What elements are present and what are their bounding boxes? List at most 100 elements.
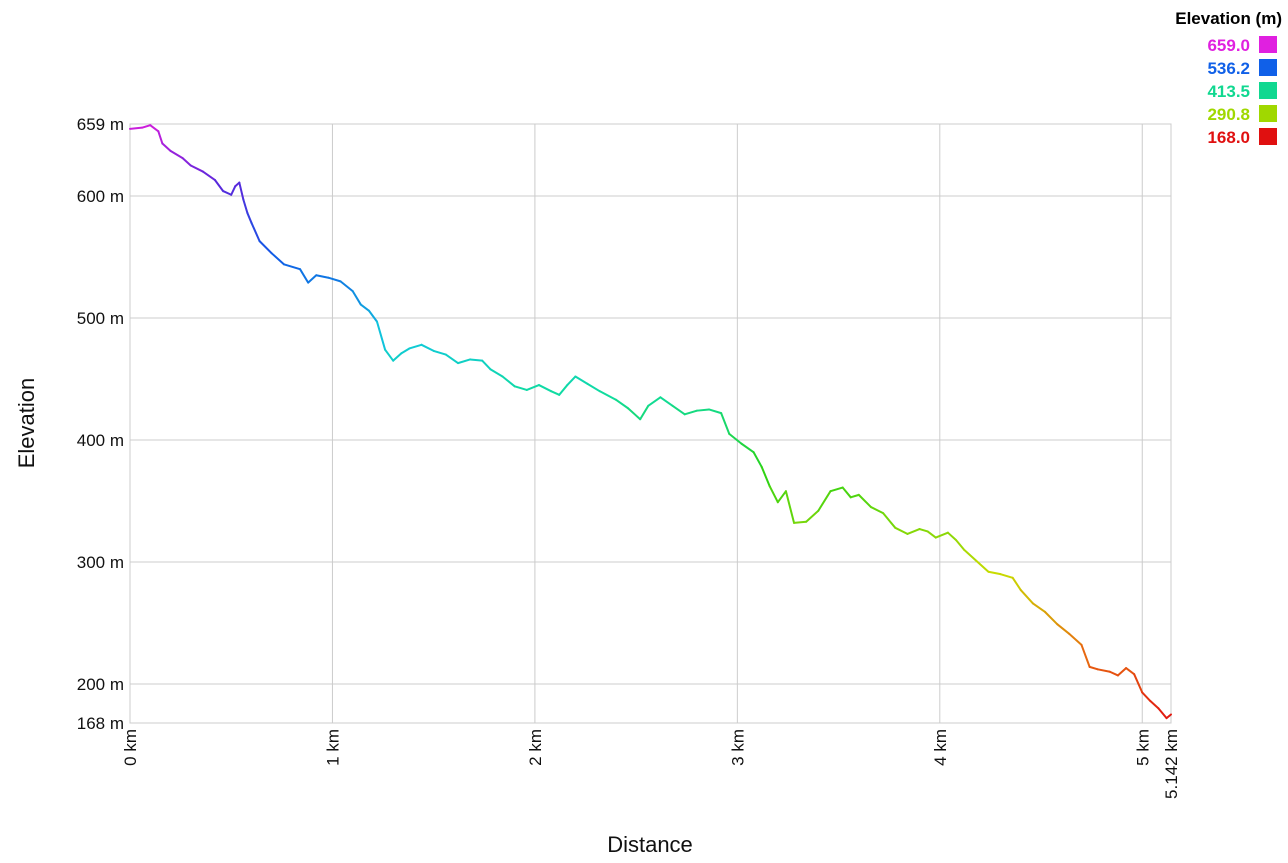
series-segment xyxy=(1031,602,1047,613)
series-segment xyxy=(558,384,569,396)
series-segment xyxy=(659,396,674,407)
series-segment xyxy=(776,490,787,504)
series-segment xyxy=(627,407,642,421)
plot-frame xyxy=(129,123,1172,724)
series-segment xyxy=(367,309,378,323)
y-tick-label: 200 m xyxy=(77,675,124,694)
series-segment xyxy=(550,390,561,396)
series-segment xyxy=(456,358,472,365)
series-segment xyxy=(238,181,245,201)
series-segment xyxy=(1116,667,1128,677)
y-tick-label: 500 m xyxy=(77,309,124,328)
series-segment xyxy=(339,280,354,293)
series-segment xyxy=(214,179,225,193)
x-tick-label: 3 km xyxy=(728,729,747,766)
legend-swatch xyxy=(1259,82,1277,99)
legend: Elevation (m) 659.0 536.2 413.5 290.8 168.0 xyxy=(1175,9,1282,147)
series-segment xyxy=(728,432,743,445)
y-tick-label: 400 m xyxy=(77,431,124,450)
series-segment xyxy=(1068,632,1083,646)
legend-entry-label: 168.0 xyxy=(1207,128,1250,147)
x-tick-label: 0 km xyxy=(121,729,140,766)
series-segment xyxy=(1165,713,1172,720)
series-segment xyxy=(740,442,755,454)
series-segment xyxy=(784,490,796,524)
series-segment xyxy=(829,486,844,493)
series-segment xyxy=(149,124,160,133)
series-segment xyxy=(420,343,435,352)
series-segment xyxy=(1056,623,1071,635)
series-segment xyxy=(201,170,217,182)
series-segment xyxy=(768,485,779,504)
series-segment xyxy=(566,375,577,387)
series-segment xyxy=(129,126,144,130)
series-segment xyxy=(574,375,589,385)
series-segment xyxy=(444,353,459,365)
series-segment xyxy=(169,149,184,160)
series-segment xyxy=(817,490,832,512)
series-segment xyxy=(639,404,650,421)
series-segment xyxy=(525,384,540,391)
series-segment xyxy=(270,252,285,266)
legend-entry-label: 659.0 xyxy=(1207,36,1250,55)
series-segment xyxy=(161,142,172,152)
series-segment xyxy=(926,530,937,539)
series-segment xyxy=(315,274,330,279)
series-segment xyxy=(849,493,860,499)
legend-swatch xyxy=(1259,105,1277,122)
series-segment xyxy=(869,506,885,515)
series-segment xyxy=(375,320,387,351)
series-segment xyxy=(400,347,411,355)
elevation-series xyxy=(129,124,1172,720)
x-axis-ticks: 0 km 1 km 2 km 3 km 4 km 5 km 5.142 km xyxy=(121,729,1181,799)
series-segment xyxy=(469,358,484,362)
legend-swatch xyxy=(1259,59,1277,76)
x-tick-label: 4 km xyxy=(931,729,950,766)
series-segment xyxy=(501,375,516,388)
series-segment xyxy=(954,539,966,551)
series-segment xyxy=(1044,610,1059,626)
series-segment xyxy=(250,221,261,243)
series-segment xyxy=(1141,691,1152,703)
y-tick-label: 659 m xyxy=(77,115,124,134)
series-segment xyxy=(1096,668,1111,673)
series-segment xyxy=(1149,700,1160,710)
series-segment xyxy=(327,276,342,283)
series-segment xyxy=(481,359,492,371)
series-segment xyxy=(282,263,302,271)
series-segment xyxy=(1133,673,1144,694)
series-segment xyxy=(857,493,872,509)
grid xyxy=(129,123,1172,724)
series-segment xyxy=(537,384,553,393)
series-segment xyxy=(359,303,370,312)
series-segment xyxy=(793,520,808,524)
y-tick-label: 300 m xyxy=(77,553,124,572)
series-segment xyxy=(695,408,711,412)
series-segment xyxy=(614,398,630,410)
series-segment xyxy=(647,396,662,407)
x-tick-label: 5.142 km xyxy=(1162,729,1181,799)
series-segment xyxy=(181,157,192,167)
series-segment xyxy=(384,348,395,362)
series-segment xyxy=(720,412,731,435)
series-segment xyxy=(1019,589,1034,605)
y-axis-ticks: 168 m 200 m 300 m 400 m 500 m 600 m 659 m xyxy=(77,115,124,733)
series-segment xyxy=(841,486,852,499)
series-segment xyxy=(408,343,423,350)
series-segment xyxy=(258,240,273,255)
legend-swatch xyxy=(1259,36,1277,53)
series-segment xyxy=(805,509,820,523)
y-tick-label: 600 m xyxy=(77,187,124,206)
series-segment xyxy=(760,465,771,488)
series-segment xyxy=(963,548,978,562)
series-segment xyxy=(1088,665,1099,671)
series-segment xyxy=(598,390,617,401)
series-segment xyxy=(752,451,763,468)
legend-entry-label: 413.5 xyxy=(1207,82,1250,101)
series-segment xyxy=(141,124,152,129)
series-segment xyxy=(708,408,723,415)
series-segment xyxy=(489,368,504,378)
series-segment xyxy=(934,531,949,539)
y-axis-title: Elevation xyxy=(14,378,39,469)
